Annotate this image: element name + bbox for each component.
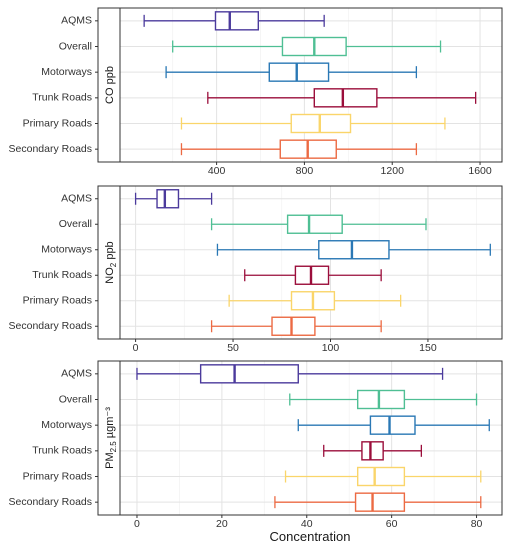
category-label: Motorways: [41, 244, 92, 256]
box-primary-roads: [284, 466, 482, 487]
facet-strip-label: NO2 ppb: [104, 241, 118, 283]
x-tick-label: 20: [216, 518, 228, 530]
box-motorways: [216, 240, 491, 260]
box-trunk-roads: [323, 441, 423, 461]
category-label: AQMS: [61, 193, 92, 205]
category-label: Motorways: [41, 66, 92, 78]
panel-border: [119, 7, 503, 163]
category-label: Trunk Roads: [32, 92, 92, 104]
box-motorways: [165, 62, 418, 82]
x-tick-label: 150: [419, 342, 437, 354]
box-secondary-roads: [210, 316, 382, 336]
x-tick-label: 1200: [381, 165, 405, 177]
iqr-box: [361, 441, 384, 461]
iqr-box: [356, 466, 406, 487]
category-label: Trunk Roads: [32, 445, 92, 457]
category-label: Primary Roads: [23, 117, 92, 129]
category-label: Motorways: [41, 419, 92, 431]
category-label: Secondary Roads: [9, 496, 92, 508]
iqr-box: [356, 389, 406, 410]
x-tick-label: 60: [386, 518, 398, 530]
box-secondary-roads: [274, 492, 482, 512]
box-aqms: [136, 364, 444, 384]
x-tick-label: 400: [208, 165, 226, 177]
x-tick-label: 0: [134, 518, 140, 530]
box-primary-roads: [180, 113, 446, 134]
category-label: AQMS: [61, 368, 92, 380]
category-label: Secondary Roads: [9, 143, 92, 155]
iqr-box: [354, 492, 406, 512]
box-motorways: [297, 415, 490, 435]
x-tick-label: 80: [471, 518, 483, 530]
box-overall: [210, 214, 427, 234]
box-trunk-roads: [207, 88, 477, 108]
iqr-box: [268, 62, 330, 82]
panel-2: AQMS Overall Motorways Trunk Roads Primary R…: [9, 185, 503, 354]
x-tick-label: 1600: [468, 165, 492, 177]
box-aqms: [143, 11, 325, 31]
panel-background: [120, 361, 502, 515]
iqr-box: [286, 214, 343, 234]
category-label: Trunk Roads: [32, 269, 92, 281]
box-trunk-roads: [244, 265, 382, 285]
x-tick-label: 800: [296, 165, 314, 177]
panel-3: AQMS Overall Motorways Trunk Roads Primary R…: [9, 360, 503, 530]
category-label: Overall: [59, 40, 92, 52]
panel-background: [120, 8, 502, 162]
panel-border: [119, 185, 503, 340]
x-tick-label: 50: [227, 342, 239, 354]
iqr-box: [313, 88, 378, 108]
x-tick-label: 40: [301, 518, 313, 530]
iqr-box: [271, 316, 316, 336]
category-label: AQMS: [61, 15, 92, 27]
iqr-box: [369, 415, 416, 435]
box-overall: [289, 389, 478, 410]
panel-border: [119, 360, 503, 516]
iqr-box: [318, 240, 390, 260]
box-aqms: [134, 189, 213, 209]
x-tick-label: 0: [133, 342, 139, 354]
box-primary-roads: [228, 291, 402, 311]
category-label: Overall: [59, 393, 92, 405]
category-label: Primary Roads: [23, 470, 92, 482]
panel-1: AQMS Overall Motorways Trunk Roads Primary R…: [9, 7, 503, 177]
facet-strip-label: PM2.5 µgm⁻³: [104, 407, 118, 469]
x-tick-label: 100: [322, 342, 340, 354]
iqr-box: [156, 189, 180, 209]
category-label: Primary Roads: [23, 295, 92, 307]
x-axis-label: Concentration: [270, 529, 351, 544]
panel-background: [120, 186, 502, 339]
box-secondary-roads: [180, 139, 418, 159]
panels-layer: AQMS Overall Motorways Trunk Roads Primary R…: [9, 7, 503, 530]
iqr-box: [199, 364, 299, 384]
box-overall: [172, 36, 442, 57]
facet-strip-label: CO ppb: [104, 66, 116, 104]
category-label: Overall: [59, 218, 92, 230]
iqr-box: [214, 11, 260, 31]
category-label: Secondary Roads: [9, 320, 92, 332]
